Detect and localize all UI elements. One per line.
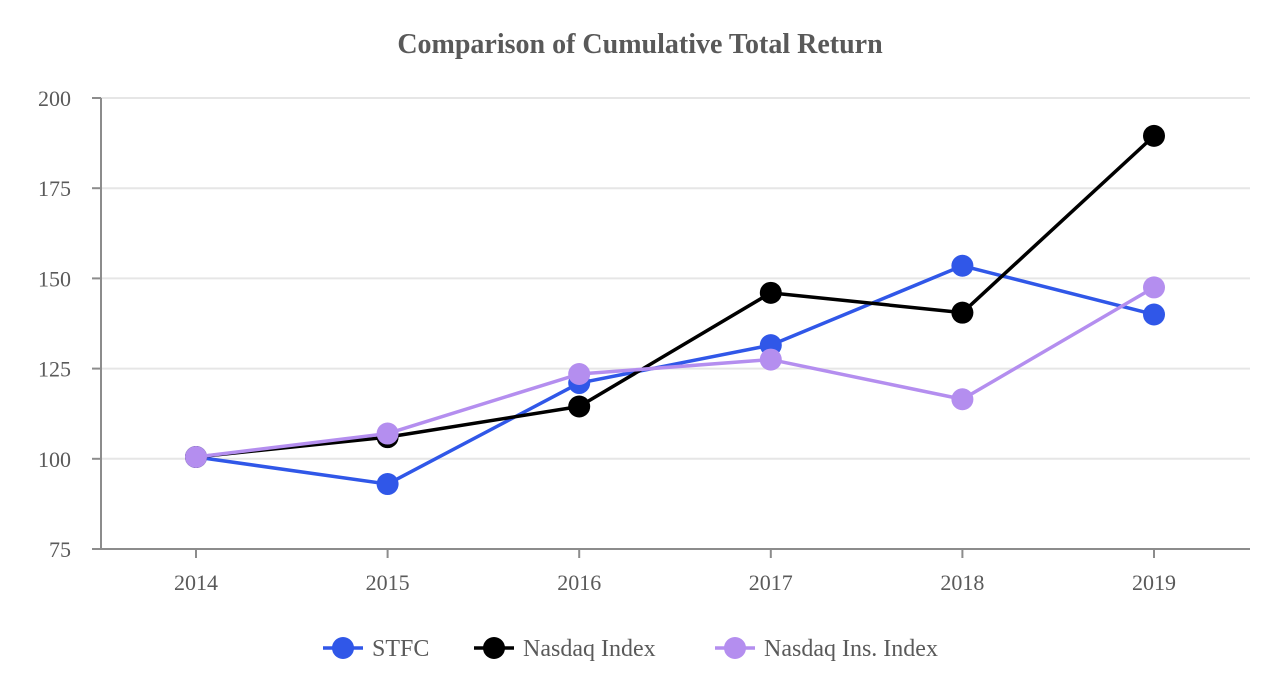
legend-label: Nasdaq Ins. Index — [764, 636, 938, 662]
legend-marker — [332, 637, 354, 659]
series-line — [195, 134, 1156, 459]
y-tick-label: 100 — [38, 447, 71, 472]
x-tick-label: 2018 — [940, 570, 984, 595]
x-tick-label: 2015 — [366, 570, 410, 595]
y-tick-label: 75 — [49, 537, 71, 562]
legend-item[interactable]: Nasdaq Index — [474, 636, 656, 662]
series-group — [185, 124, 1165, 496]
legend-item[interactable]: STFC — [323, 636, 429, 662]
series-line — [195, 285, 1155, 459]
y-tick-label: 150 — [38, 266, 71, 291]
data-point — [951, 301, 974, 324]
x-tick-label: 2014 — [174, 570, 218, 595]
legend-marker — [483, 637, 505, 659]
x-tick-label: 2017 — [749, 570, 793, 595]
data-point — [951, 254, 974, 277]
data-point — [759, 281, 782, 304]
data-point — [951, 388, 974, 411]
series-nasdaq-ins-index — [185, 276, 1165, 468]
data-point — [1143, 276, 1165, 299]
legend-label: STFC — [372, 636, 429, 662]
data-point — [759, 348, 782, 371]
x-tick-label: 2019 — [1132, 570, 1176, 595]
data-point — [568, 395, 591, 418]
y-tick-label: 200 — [38, 86, 71, 111]
legend-item[interactable]: Nasdaq Ins. Index — [715, 636, 938, 662]
legend: STFC Nasdaq Index Nasdaq Ins. Index — [323, 636, 938, 662]
gridlines — [101, 97, 1250, 460]
data-point — [568, 363, 591, 386]
axes: 75 100 125 150 175 200 2014 2015 2016 2017 2018 201… — [38, 86, 1250, 595]
series-line — [195, 264, 1155, 486]
y-tick-label: 175 — [38, 176, 71, 201]
x-tick-label: 2016 — [557, 570, 601, 595]
data-point — [1143, 303, 1165, 326]
series-nasdaq-index — [185, 124, 1165, 468]
legend-label: Nasdaq Index — [523, 636, 656, 662]
y-tick-label: 125 — [38, 357, 71, 382]
data-point — [376, 473, 399, 496]
data-point — [185, 445, 207, 468]
data-point — [1143, 124, 1165, 147]
chart-title: Comparison of Cumulative Total Return — [397, 29, 883, 60]
legend-marker — [724, 637, 746, 659]
data-point — [376, 422, 399, 445]
